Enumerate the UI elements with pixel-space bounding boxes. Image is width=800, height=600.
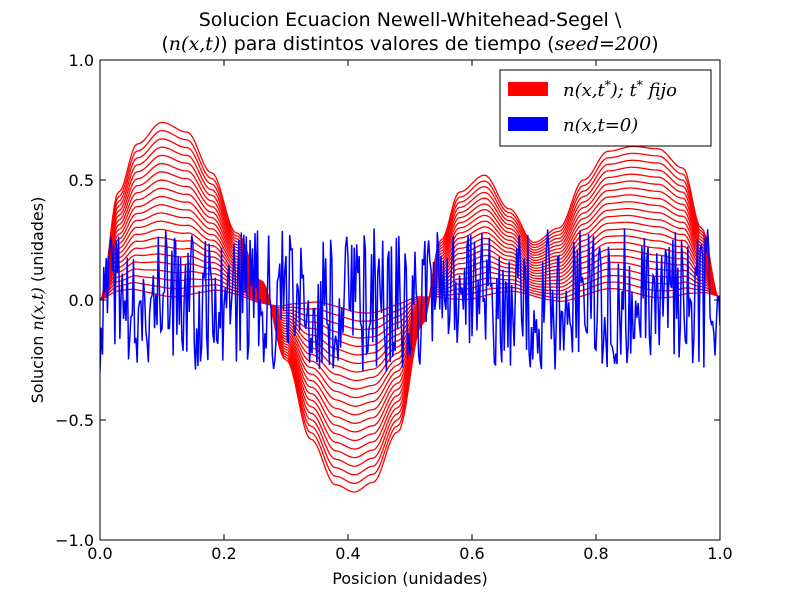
fixed-time-curve xyxy=(100,162,720,450)
ylabel-suffix: (unidades) xyxy=(28,197,47,288)
y-tick-label: −0.5 xyxy=(55,411,94,430)
ylabel-math: n(x,t) xyxy=(28,287,47,330)
y-tick-label: −1.0 xyxy=(55,531,94,550)
initial-condition-curve xyxy=(100,228,720,372)
y-tick-label: 0.0 xyxy=(69,291,94,310)
fixed-time-curve xyxy=(100,236,720,373)
x-tick-label: 0.2 xyxy=(211,544,236,563)
fixed-time-curve xyxy=(100,220,720,390)
legend: n(x,t*); t* fijo n(x,t=0) xyxy=(499,69,712,147)
y-tick-label: 0.5 xyxy=(69,171,94,190)
title-mid: ) para distintos valores de tiempo ( xyxy=(220,33,554,55)
ticks-group: 0.0 0.2 0.4 0.6 0.8 1.0 −1.0 −0.5 0.0 0.5 1.0 xyxy=(55,51,733,563)
x-tick-label: 0.4 xyxy=(335,544,360,563)
fixed-time-curve xyxy=(100,121,720,493)
chart-title-line2: (n(x,t)) para distintos valores de tiemp… xyxy=(161,33,658,55)
x-tick-label: 0.0 xyxy=(87,544,112,563)
fixed-time-curve xyxy=(100,187,720,424)
fixed-time-curve xyxy=(100,171,720,442)
legend-swatch-initial xyxy=(508,117,548,131)
x-axis-label: Posicion (unidades) xyxy=(332,569,487,588)
fixed-time-curve xyxy=(100,212,720,399)
title-math2: seed=200 xyxy=(555,33,652,55)
x-tick-label: 0.8 xyxy=(583,544,608,563)
legend-label-fixed-time: n(x,t*); t* fijo xyxy=(563,78,677,101)
fixed-time-curve xyxy=(100,228,720,382)
series-group xyxy=(100,121,720,493)
chart-title-line1: Solucion Ecuacion Newell-Whitehead-Segel… xyxy=(199,9,622,31)
title-suffix: ) xyxy=(651,33,658,55)
title-math: n(x,t) xyxy=(169,33,220,55)
fixed-time-curve xyxy=(100,253,720,356)
y-axis-label: Solucion n(x,t) (unidades) xyxy=(28,197,47,404)
y-tick-label: 1.0 xyxy=(69,51,94,70)
fixed-time-curve xyxy=(100,245,720,365)
fixed-time-curve xyxy=(100,261,720,348)
ylabel-prefix: Solucion xyxy=(28,331,47,404)
x-tick-label: 0.6 xyxy=(459,544,484,563)
title-prefix: ( xyxy=(161,33,168,55)
x-tick-label: 1.0 xyxy=(707,544,732,563)
legend-label-initial: n(x,t=0) xyxy=(563,115,638,136)
legend-swatch-fixed-time xyxy=(508,82,548,96)
fixed-time-curve xyxy=(100,204,720,407)
